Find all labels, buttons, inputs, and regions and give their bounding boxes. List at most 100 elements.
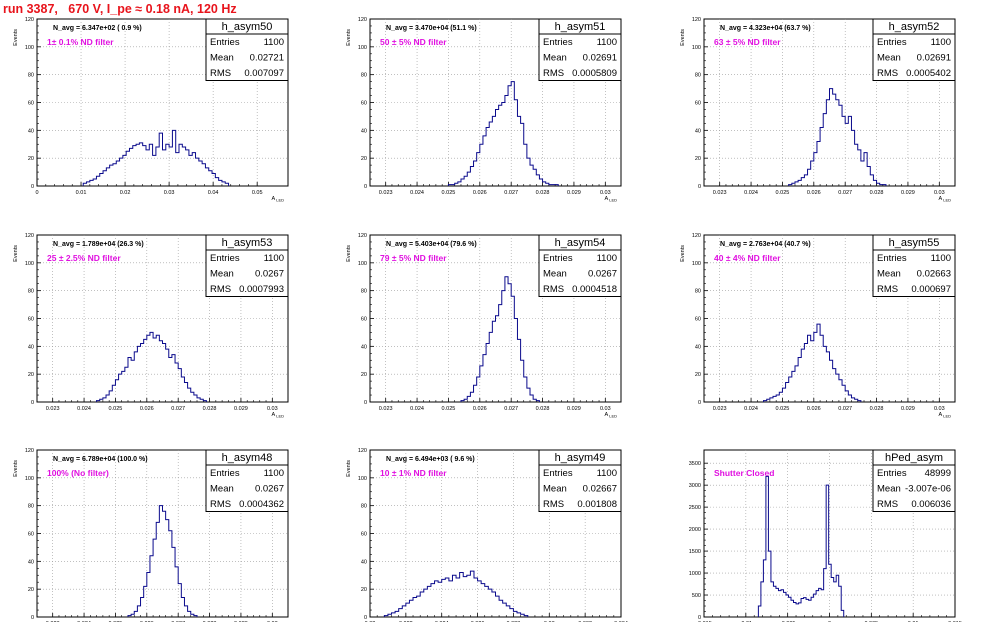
y-tick-label: 120 [25, 17, 34, 23]
x-tick-label: 0.025 [776, 190, 790, 196]
y-tick-label: 1500 [689, 549, 701, 555]
stats-box: h_asym53 Entries 1100 Mean 0.0267 RMS 0.000799… [205, 234, 289, 297]
x-tick-label: 0.023 [379, 406, 393, 412]
stats-box: h_asym51 Entries 1100 Mean 0.02691 RMS 0.00058… [538, 18, 622, 81]
y-tick-label: 20 [361, 156, 367, 162]
x-tick-label: 0.024 [744, 190, 758, 196]
filter-label: 79 ± 5% ND filter [380, 253, 447, 263]
x-axis-title: ALED [605, 412, 618, 419]
stat-label: RMS [210, 68, 231, 79]
stat-label: Entries [210, 468, 240, 479]
histogram-outline [82, 129, 230, 186]
stat-label: Mean [543, 53, 567, 64]
y-tick-label: 2000 [689, 527, 701, 533]
histogram-h_asym55: 0.023 0.024 0.025 0.026 0.027 0.028 0.029 0.03 0… [680, 233, 956, 419]
stats-box-frame [205, 449, 289, 512]
y-tick-label: 80 [361, 73, 367, 79]
stat-label: Entries [543, 468, 573, 479]
y-axis-title: Events [680, 245, 686, 262]
y-tick-label: 20 [28, 372, 34, 378]
navg-label: N_avg = 1.789e+04 (26.3 %) [53, 241, 144, 248]
y-tick-label: 40 [28, 559, 34, 565]
y-tick-label: 120 [692, 233, 701, 239]
x-tick-label: 0.026 [140, 406, 154, 412]
navg-label: N_avg = 3.470e+04 (51.1 %) [386, 25, 477, 32]
x-tick-label: 0.029 [901, 190, 915, 196]
y-tick-label: 40 [695, 128, 701, 134]
y-axis-title: Events [346, 460, 352, 477]
y-tick-label: 80 [28, 73, 34, 79]
x-tick-label: 0.03 [267, 406, 278, 412]
stat-label: Mean [877, 484, 901, 495]
y-tick-label: 40 [28, 344, 34, 350]
stat-value: 1100 [931, 37, 951, 48]
filter-label: 40 ± 4% ND filter [714, 253, 781, 263]
x-tick-label: 0.03 [600, 406, 611, 412]
stat-label: RMS [210, 499, 231, 510]
y-tick-label: 120 [358, 17, 367, 23]
y-axis-title: Events [13, 460, 19, 477]
y-tick-label: 40 [695, 344, 701, 350]
stat-value: 1100 [931, 253, 951, 264]
stat-value: 0.0267 [588, 269, 617, 280]
stats-box-frame [205, 234, 289, 297]
stat-label: Mean [543, 484, 567, 495]
y-tick-label: 0 [364, 400, 367, 406]
y-tick-label: 80 [695, 289, 701, 295]
histogram-outline [460, 276, 540, 402]
stat-label: Entries [543, 37, 573, 48]
y-tick-label: 3500 [689, 461, 701, 467]
x-tick-label: 0.023 [379, 190, 393, 196]
stats-box: h_asym49 Entries 1100 Mean 0.02667 RMS 0.00180… [538, 449, 622, 512]
x-tick-label: 0 [35, 190, 38, 196]
y-axis-title: Events [13, 29, 19, 46]
y-tick-label: 3000 [689, 483, 701, 489]
y-tick-label: 500 [692, 593, 701, 599]
stat-value: 0.001808 [577, 499, 617, 510]
stat-value: 0.02721 [250, 53, 284, 64]
stat-value: 0.0267 [255, 484, 284, 495]
y-tick-label: 0 [31, 615, 34, 621]
histogram-h_asym54: 0.023 0.024 0.025 0.026 0.027 0.028 0.029 0.03 0… [346, 233, 622, 419]
x-tick-label: 0.027 [838, 406, 852, 412]
y-tick-label: 100 [692, 45, 701, 51]
x-tick-label: 0.03 [164, 190, 175, 196]
y-tick-label: 60 [28, 317, 34, 323]
stat-value: -3.007e-06 [905, 484, 951, 495]
histogram-name: h_asym50 [222, 21, 273, 33]
y-tick-label: 20 [361, 372, 367, 378]
histogram-h_asym52: 0.023 0.024 0.025 0.026 0.027 0.028 0.029 0.03 0… [680, 17, 956, 203]
y-tick-label: 120 [358, 448, 367, 454]
filter-label: 1± 0.1% ND filter [47, 37, 114, 47]
y-tick-label: 100 [25, 261, 34, 267]
stat-value: 0.000697 [911, 284, 951, 295]
navg-label: N_avg = 6.789e+04 (100.0 %) [53, 456, 148, 463]
y-tick-label: 40 [361, 128, 367, 134]
filter-label: 10 ± 1% ND filter [380, 468, 447, 478]
stat-label: Entries [543, 253, 573, 264]
stat-value: 1100 [264, 468, 284, 479]
stat-value: 0.007097 [244, 68, 284, 79]
navg-label: N_avg = 6.494e+03 ( 9.6 %) [386, 456, 475, 463]
x-tick-label: 0.024 [410, 406, 424, 412]
stat-label: Mean [210, 269, 234, 280]
y-tick-label: 100 [25, 476, 34, 482]
histogram-outline [96, 331, 207, 402]
x-tick-label: 0.05 [252, 190, 263, 196]
navg-label: N_avg = 4.323e+04 (63.7 %) [720, 25, 811, 32]
stat-value: 0.02691 [583, 53, 617, 64]
x-axis-title: ALED [939, 196, 952, 203]
stat-value: 1100 [597, 468, 617, 479]
y-tick-label: 40 [28, 128, 34, 134]
stats-box: h_asym54 Entries 1100 Mean 0.0267 RMS 0.000451… [538, 234, 622, 297]
histogram-name: h_asym55 [889, 237, 940, 249]
y-tick-label: 2500 [689, 505, 701, 511]
stat-label: Entries [210, 253, 240, 264]
histogram-outline [383, 570, 529, 617]
navg-label: N_avg = 6.347e+02 ( 0.9 %) [53, 25, 142, 32]
x-tick-label: 0.02 [120, 190, 131, 196]
stat-label: RMS [543, 499, 564, 510]
stats-box: hPed_asym Entries 48999 Mean -3.007e-06 RMS 0.… [872, 449, 956, 512]
y-tick-label: 0 [698, 400, 701, 406]
